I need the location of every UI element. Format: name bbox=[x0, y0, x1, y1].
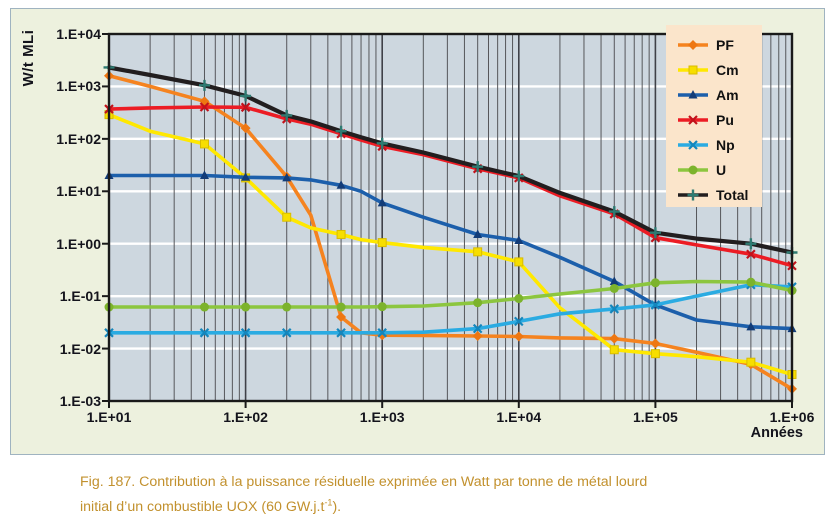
Cm-line-sample-icon bbox=[678, 65, 708, 74]
legend-label: Np bbox=[716, 136, 735, 153]
legend-label: PF bbox=[716, 36, 734, 53]
legend-item-Pu: Pu bbox=[676, 107, 762, 132]
x-tick-label: 1.E+01 bbox=[86, 409, 132, 425]
U-line-sample-icon bbox=[678, 165, 708, 174]
legend-label: Am bbox=[716, 86, 739, 103]
figure-caption: Fig. 187. Contribution à la puissance ré… bbox=[80, 470, 790, 520]
y-tick-label: 1.E-01 bbox=[59, 288, 101, 305]
legend-item-Am: Am bbox=[676, 82, 762, 107]
caption-superscript: -1 bbox=[324, 497, 333, 508]
x-axis-title: Années bbox=[750, 425, 803, 441]
y-tick-label: 1.E+00 bbox=[56, 235, 101, 252]
y-tick-label: 1.E+01 bbox=[56, 183, 101, 200]
legend-label: Cm bbox=[716, 61, 739, 78]
Np-line-sample-icon bbox=[678, 139, 708, 150]
series-U bbox=[104, 277, 797, 312]
caption-line-1: Fig. 187. Contribution à la puissance ré… bbox=[80, 474, 648, 490]
y-tick-label: 1.E+03 bbox=[56, 78, 101, 95]
y-tick-label: 1.E+04 bbox=[56, 26, 101, 42]
Am-line-sample-icon bbox=[678, 89, 708, 98]
x-tick-label: 1.E+06 bbox=[769, 409, 815, 425]
y-tick-label: 1.E+02 bbox=[56, 130, 101, 147]
legend-item-Total: Total bbox=[676, 182, 762, 207]
legend-item-Cm: Cm bbox=[676, 57, 762, 82]
x-tick-label: 1.E+05 bbox=[633, 409, 678, 425]
series-Total bbox=[103, 61, 798, 258]
legend-item-U: U bbox=[676, 157, 762, 182]
legend-label: Total bbox=[716, 186, 749, 203]
Pu-line-sample-icon bbox=[678, 114, 708, 125]
series-Cm bbox=[104, 110, 797, 380]
y-tick-label: 1.E-03 bbox=[59, 393, 101, 409]
figure-panel: W/t MLi 1.E+04 1.E+03 1.E+02 1.E+01 1.E+00 1.… bbox=[10, 8, 825, 455]
PF-line-sample-icon bbox=[678, 39, 708, 50]
legend-label: U bbox=[716, 161, 727, 178]
y-axis-title: W/t MLi bbox=[20, 29, 37, 87]
x-tick-label: 1.E+04 bbox=[496, 409, 542, 425]
chart-legend: PF Cm Am Pu Np U Total bbox=[666, 25, 762, 207]
y-tick-label: 1.E-02 bbox=[59, 340, 101, 357]
plot-frame bbox=[107, 32, 794, 403]
caption-line-2: initial d’un combustible UOX (60 GW.j.t-… bbox=[80, 497, 342, 515]
legend-item-Np: Np bbox=[676, 132, 762, 157]
x-tick-label: 1.E+03 bbox=[359, 409, 405, 425]
legend-label: Pu bbox=[716, 111, 734, 128]
Total-line-sample-icon bbox=[678, 189, 708, 200]
x-tick-label: 1.E+02 bbox=[223, 409, 268, 425]
legend-item-PF: PF bbox=[676, 32, 762, 57]
